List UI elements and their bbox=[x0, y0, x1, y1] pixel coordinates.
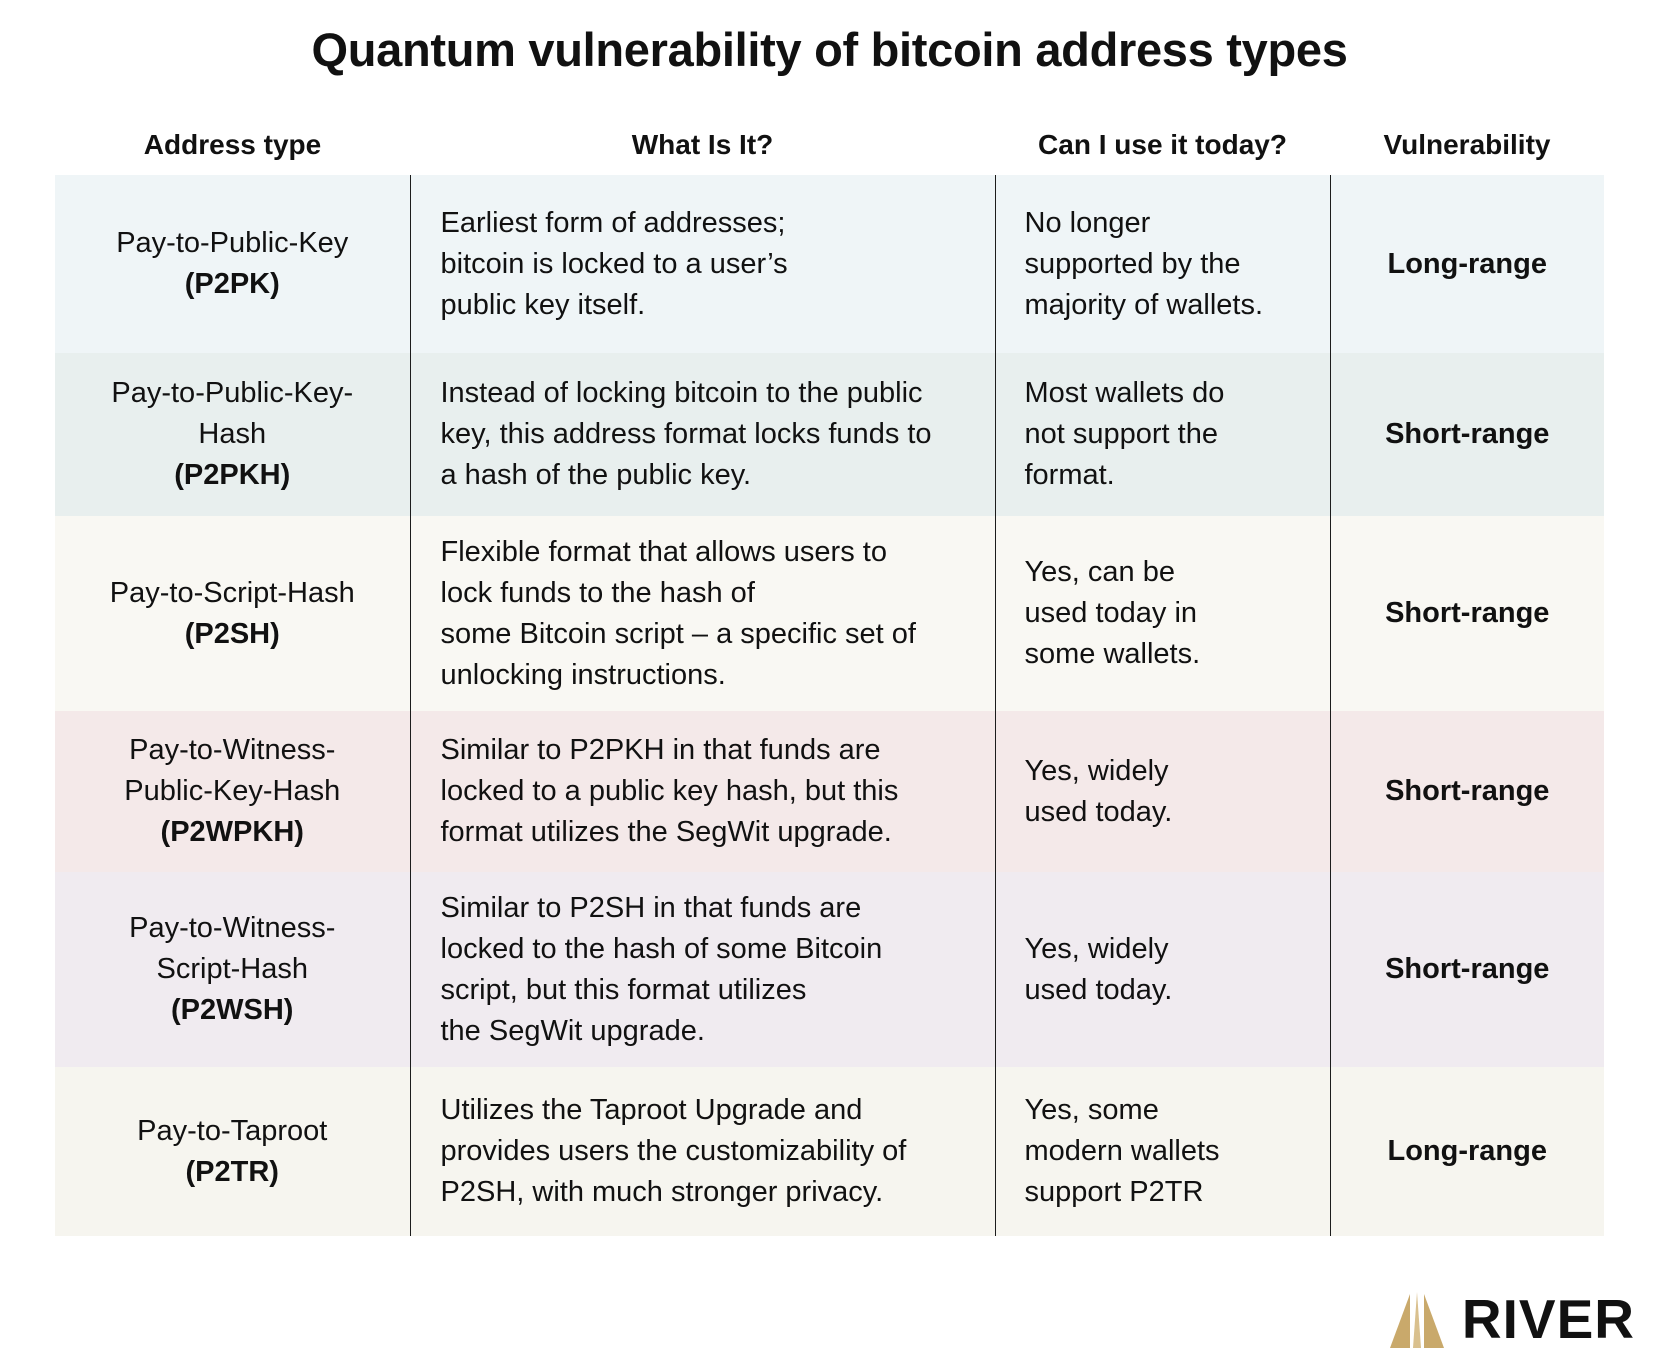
vulnerability-cell: Short-range bbox=[1329, 711, 1604, 872]
address-type-code: (P2WPKH) bbox=[160, 816, 304, 848]
what-is-it-cell: Utilizes the Taproot Upgrade and provide… bbox=[409, 1067, 995, 1236]
what-is-it-cell: Instead of locking bitcoin to the public… bbox=[409, 353, 995, 516]
address-type-cell: Pay-to-Witness- Script-Hash (P2WSH) bbox=[55, 872, 410, 1067]
vulnerability-cell: Long-range bbox=[1329, 1067, 1604, 1236]
address-types-table: Address type What Is It? Can I use it to… bbox=[55, 115, 1604, 1236]
table-row-p2wpkh: Pay-to-Witness- Public-Key-Hash (P2WPKH)… bbox=[55, 711, 1604, 872]
vulnerability-cell: Short-range bbox=[1329, 872, 1604, 1067]
header-what-is-it: What Is It? bbox=[410, 115, 995, 175]
vulnerability-cell: Short-range bbox=[1329, 353, 1604, 516]
vulnerability-cell: Long-range bbox=[1329, 175, 1604, 353]
what-is-it-cell: Flexible format that allows users to loc… bbox=[409, 516, 995, 711]
address-type-name: Pay-to-Script-Hash bbox=[109, 576, 355, 609]
what-is-it-cell: Earliest form of addresses; bitcoin is l… bbox=[409, 175, 995, 353]
address-type-cell: Pay-to-Taproot (P2TR) bbox=[55, 1067, 410, 1236]
what-is-it-cell: Similar to P2PKH in that funds are locke… bbox=[409, 711, 995, 872]
table-row-p2pkh: Pay-to-Public-Key- Hash (P2PKH) Instead … bbox=[55, 353, 1604, 516]
usage-cell: Most wallets do not support the format. bbox=[994, 353, 1330, 516]
table-header-row: Address type What Is It? Can I use it to… bbox=[55, 115, 1604, 175]
address-type-cell: Pay-to-Witness- Public-Key-Hash (P2WPKH) bbox=[55, 711, 410, 872]
address-type-code: (P2TR) bbox=[185, 1155, 279, 1188]
usage-cell: Yes, some modern wallets support P2TR bbox=[994, 1067, 1330, 1236]
address-type-code: (P2WSH) bbox=[171, 994, 294, 1026]
address-type-cell: Pay-to-Script-Hash (P2SH) bbox=[55, 516, 410, 711]
address-type-name: Pay-to-Taproot bbox=[137, 1114, 328, 1147]
address-type-name: Pay-to-Public-Key- Hash bbox=[111, 377, 354, 450]
usage-cell: Yes, can be used today in some wallets. bbox=[994, 516, 1330, 711]
header-can-i-use-it: Can I use it today? bbox=[995, 115, 1330, 175]
address-type-cell: Pay-to-Public-Key- Hash (P2PKH) bbox=[55, 353, 410, 516]
usage-cell: Yes, widely used today. bbox=[994, 711, 1330, 872]
header-vulnerability: Vulnerability bbox=[1330, 115, 1604, 175]
address-type-name: Pay-to-Witness- Script-Hash bbox=[129, 912, 336, 985]
address-type-code: (P2PKH) bbox=[174, 459, 291, 491]
header-address-type: Address type bbox=[55, 115, 410, 175]
address-type-cell: Pay-to-Public-Key (P2PK) bbox=[55, 175, 410, 353]
usage-cell: Yes, widely used today. bbox=[994, 872, 1330, 1067]
river-logo: RIVER bbox=[1388, 1290, 1635, 1348]
table-row-p2tr: Pay-to-Taproot (P2TR) Utilizes the Tapro… bbox=[55, 1067, 1604, 1236]
address-type-name: Pay-to-Public-Key bbox=[116, 227, 349, 259]
vulnerability-cell: Short-range bbox=[1329, 516, 1604, 711]
what-is-it-cell: Similar to P2SH in that funds are locked… bbox=[409, 872, 995, 1067]
address-type-code: (P2PK) bbox=[184, 268, 280, 300]
logo-text: RIVER bbox=[1461, 1288, 1635, 1350]
usage-cell: No longer supported by the majority of w… bbox=[994, 175, 1330, 353]
address-type-name: Pay-to-Witness- Public-Key-Hash bbox=[124, 734, 341, 807]
table-row-p2pk: Pay-to-Public-Key (P2PK) Earliest form o… bbox=[55, 175, 1604, 353]
table-row-p2sh: Pay-to-Script-Hash (P2SH) Flexible forma… bbox=[55, 516, 1604, 711]
address-type-code: (P2SH) bbox=[184, 617, 280, 650]
table-row-p2wsh: Pay-to-Witness- Script-Hash (P2WSH) Simi… bbox=[55, 872, 1604, 1067]
river-mark-icon bbox=[1389, 1292, 1444, 1348]
page-title: Quantum vulnerability of bitcoin address… bbox=[311, 23, 1348, 76]
